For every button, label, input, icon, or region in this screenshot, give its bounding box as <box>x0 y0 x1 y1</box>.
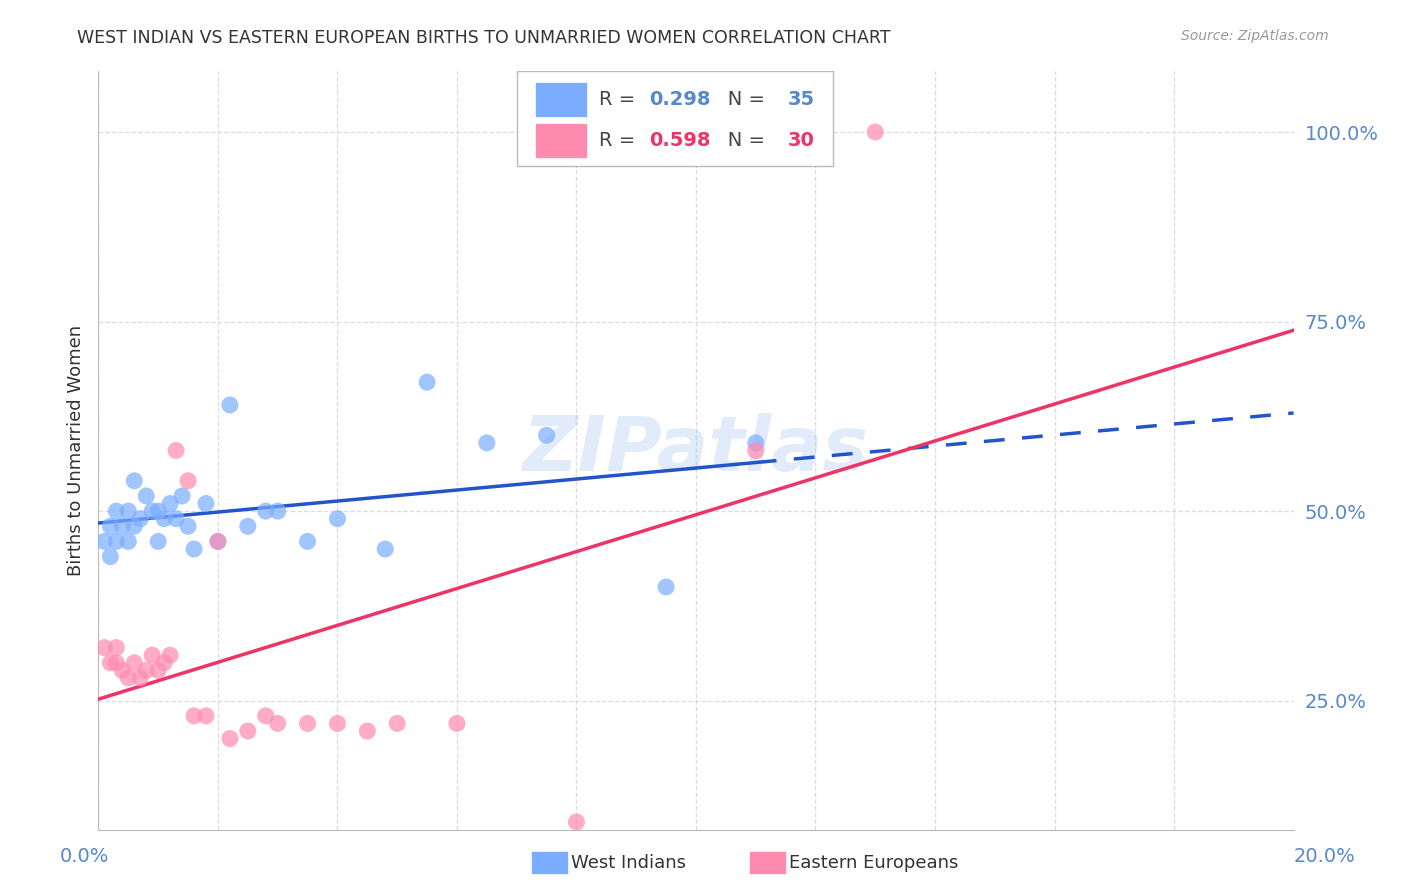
Text: N =: N = <box>709 90 772 109</box>
Point <box>865 125 887 139</box>
Text: 20.0%: 20.0% <box>1294 847 1355 866</box>
Point <box>219 398 242 412</box>
FancyBboxPatch shape <box>534 123 588 158</box>
Point <box>111 519 134 533</box>
Point <box>416 375 439 389</box>
Point <box>565 815 588 830</box>
Point <box>236 519 259 533</box>
Text: R =: R = <box>599 90 641 109</box>
Point <box>236 724 259 739</box>
Point <box>117 534 139 549</box>
Point <box>219 731 242 746</box>
Point <box>254 504 277 518</box>
Point <box>165 512 187 526</box>
Point <box>93 534 115 549</box>
Point <box>177 519 200 533</box>
Y-axis label: Births to Unmarried Women: Births to Unmarried Women <box>66 325 84 576</box>
Point <box>267 716 290 731</box>
Text: 35: 35 <box>787 90 815 109</box>
Point <box>98 656 122 670</box>
Point <box>356 724 378 739</box>
Point <box>195 496 218 510</box>
Point <box>297 534 319 549</box>
Point <box>536 428 558 442</box>
Point <box>111 664 134 678</box>
FancyBboxPatch shape <box>517 71 834 166</box>
Point <box>159 496 181 510</box>
Point <box>124 656 146 670</box>
Point <box>148 664 170 678</box>
Point <box>105 504 128 518</box>
Point <box>135 489 157 503</box>
Point <box>129 512 152 526</box>
Point <box>267 504 290 518</box>
Point <box>148 534 170 549</box>
Text: Eastern Europeans: Eastern Europeans <box>789 854 957 871</box>
FancyBboxPatch shape <box>534 82 588 117</box>
Text: 0.0%: 0.0% <box>59 847 110 866</box>
Text: 0.598: 0.598 <box>650 131 711 150</box>
Point <box>183 541 205 557</box>
Point <box>177 474 200 488</box>
Point <box>326 716 349 731</box>
Point <box>446 716 468 731</box>
Point <box>183 708 205 723</box>
Point <box>105 640 128 655</box>
Point <box>172 489 194 503</box>
Point <box>195 708 218 723</box>
Point <box>153 656 176 670</box>
Text: ZIPatlas: ZIPatlas <box>523 414 869 487</box>
Text: WEST INDIAN VS EASTERN EUROPEAN BIRTHS TO UNMARRIED WOMEN CORRELATION CHART: WEST INDIAN VS EASTERN EUROPEAN BIRTHS T… <box>77 29 891 46</box>
Point <box>385 716 409 731</box>
Point <box>326 512 349 526</box>
Point <box>105 656 128 670</box>
Point <box>105 534 128 549</box>
Point <box>124 519 146 533</box>
Point <box>254 708 277 723</box>
Point <box>207 534 229 549</box>
Text: 0.298: 0.298 <box>650 90 711 109</box>
Text: N =: N = <box>709 131 772 150</box>
Point <box>745 443 768 458</box>
Point <box>98 549 122 564</box>
Point <box>98 519 122 533</box>
Point <box>124 474 146 488</box>
Point <box>148 504 170 518</box>
Point <box>165 443 187 458</box>
Text: 30: 30 <box>787 131 815 150</box>
Text: West Indians: West Indians <box>571 854 686 871</box>
Text: Source: ZipAtlas.com: Source: ZipAtlas.com <box>1181 29 1329 43</box>
Point <box>655 580 678 594</box>
Point <box>207 534 229 549</box>
Point <box>117 504 139 518</box>
Point <box>93 640 115 655</box>
Point <box>141 648 163 662</box>
Point <box>129 671 152 685</box>
Point <box>374 541 396 557</box>
Point <box>297 716 319 731</box>
Text: R =: R = <box>599 131 641 150</box>
Point <box>745 436 768 450</box>
Point <box>117 671 139 685</box>
Point <box>135 664 157 678</box>
Point <box>475 436 498 450</box>
Point <box>153 512 176 526</box>
Point <box>141 504 163 518</box>
Point <box>159 648 181 662</box>
